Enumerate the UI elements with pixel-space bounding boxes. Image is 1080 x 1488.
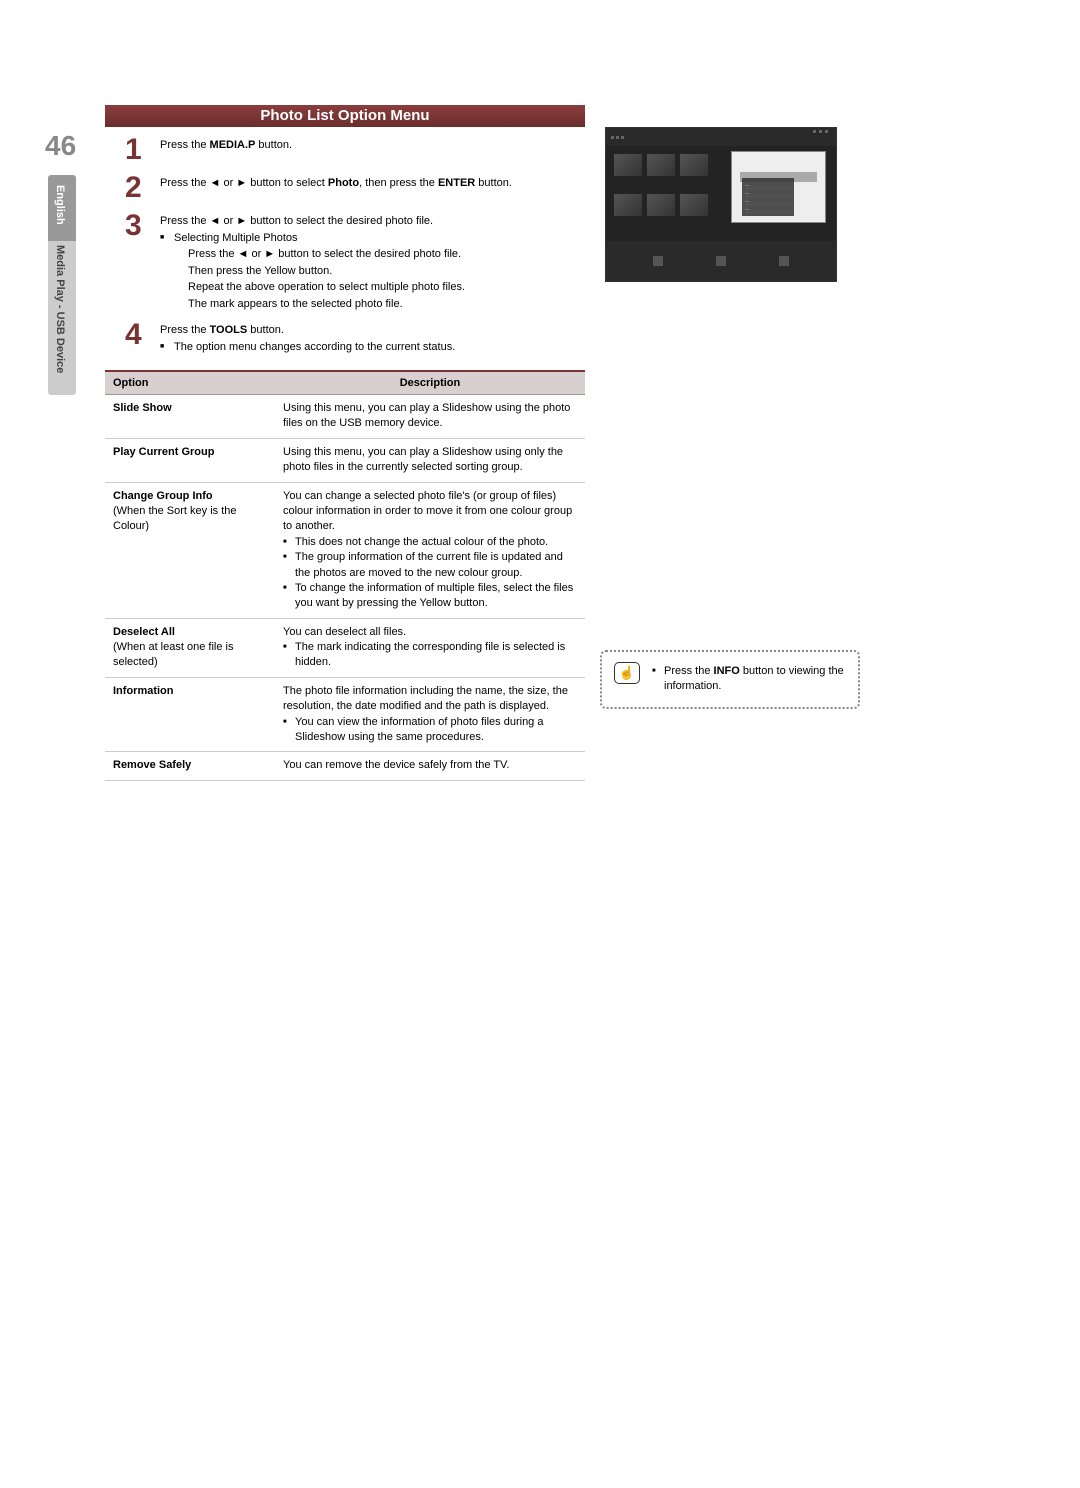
screenshot-bottombar [606,241,836,281]
step-number: 3 [125,211,160,312]
text: The photo file information including the… [283,684,577,715]
step-number: 4 [125,320,160,355]
text: Press the [160,139,210,151]
table-row: Change Group Info (When the Sort key is … [105,482,585,618]
step-4: 4 Press the TOOLS button. The option men… [125,320,585,355]
text: Then press the Yellow button. [160,263,465,280]
table-row: Play Current Group Using this menu, you … [105,438,585,482]
nav-icon [716,256,726,266]
bullet-text: The option menu changes according to the… [160,339,455,356]
table-row: Deselect All (When at least one file is … [105,618,585,677]
options-table: Option Description Slide Show Using this… [105,370,585,781]
step-text: Press the MEDIA.P button. [160,135,292,165]
text: (When the Sort key is the Colour) [113,505,237,532]
menu-item: — [745,189,791,197]
step-number: 1 [125,135,160,165]
text: button. [255,139,292,151]
screenshot-context-menu: — — — — [742,178,794,216]
bullet-text: The mark indicating the corresponding fi… [283,640,577,671]
text-bold: ENTER [438,177,475,189]
text: Press the ◄ or ► button to select the de… [160,213,465,230]
text-bold: Photo [328,177,359,189]
text: You can change a selected photo file's (… [283,489,577,535]
option-desc: Using this menu, you can play a Slidesho… [275,395,585,439]
step-1: 1 Press the MEDIA.P button. [125,135,585,165]
table-row: Remove Safely You can remove the device … [105,752,585,780]
text-bold: MEDIA.P [210,139,256,151]
thumb-icon [680,194,708,216]
page-number: 46 [45,130,76,162]
table-header-description: Description [275,371,585,395]
text-bold: Deselect All [113,626,175,638]
side-tab-section: Media Play - USB Device [54,245,66,373]
thumb-icon [614,154,642,176]
screenshot-body: — — — — [606,146,836,241]
bullet-text: Selecting Multiple Photos [160,230,465,247]
text: , then press the [359,177,438,189]
text: button. [475,177,512,189]
bullet-text: To change the information of multiple fi… [283,581,577,612]
text: Repeat the above operation to select mul… [160,279,465,296]
step-3: 3 Press the ◄ or ► button to select the … [125,211,585,312]
step-text: Press the ◄ or ► button to select the de… [160,211,465,312]
text: Press the ◄ or ► button to select the de… [160,246,465,263]
option-name: Change Group Info (When the Sort key is … [105,482,275,618]
menu-item: — [745,197,791,205]
text: Press the [664,665,714,677]
option-desc: You can change a selected photo file's (… [275,482,585,618]
thumb-icon [614,194,642,216]
text: The mark appears to the selected photo f… [160,296,465,313]
text: button. [247,324,284,336]
side-tab-language: English [54,185,66,225]
text: (When at least one file is selected) [113,641,233,668]
bullet-text: You can view the information of photo fi… [283,715,577,746]
table-row: Information The photo file information i… [105,677,585,752]
steps-list: 1 Press the MEDIA.P button. 2 Press the … [125,135,585,363]
option-desc: The photo file information including the… [275,677,585,752]
thumb-icon [680,154,708,176]
bullet-text: This does not change the actual colour o… [283,535,577,550]
option-desc: You can remove the device safely from th… [275,752,585,780]
thumb-icon [647,154,675,176]
step-2: 2 Press the ◄ or ► button to select Phot… [125,173,585,203]
info-text: Press the INFO button to viewing the inf… [652,664,848,695]
menu-item: — [745,181,791,189]
text: You can deselect all files. [283,625,577,640]
table-row: Slide Show Using this menu, you can play… [105,395,585,439]
screenshot-thumbs-row [614,194,708,216]
hand-icon: ☝ [614,662,640,684]
table-header-option: Option [105,371,275,395]
screenshot-top-icons [813,130,828,133]
screenshot-dots [611,136,624,139]
option-name: Information [105,677,275,752]
step-text: Press the ◄ or ► button to select Photo,… [160,173,512,203]
thumb-icon [647,194,675,216]
tv-screenshot: — — — — [605,127,837,282]
text-bold: Change Group Info [113,490,213,502]
section-title: Photo List Option Menu [105,105,585,127]
option-name: Remove Safely [105,752,275,780]
nav-icon [779,256,789,266]
text: Press the ◄ or ► button to select [160,177,328,189]
text-bold: INFO [714,665,740,677]
screenshot-thumbs-row [614,154,708,176]
option-name: Deselect All (When at least one file is … [105,618,275,677]
text-bold: TOOLS [210,324,248,336]
bullet-text: The group information of the current fil… [283,550,577,581]
screenshot-topbar [606,128,836,146]
text: Press the [160,324,210,336]
step-text: Press the TOOLS button. The option menu … [160,320,455,355]
nav-icon [653,256,663,266]
option-desc: Using this menu, you can play a Slidesho… [275,438,585,482]
option-name: Slide Show [105,395,275,439]
option-desc: You can deselect all files. The mark ind… [275,618,585,677]
menu-item: — [745,205,791,213]
step-number: 2 [125,173,160,203]
info-callout-box: ☝ Press the INFO button to viewing the i… [600,650,860,709]
option-name: Play Current Group [105,438,275,482]
